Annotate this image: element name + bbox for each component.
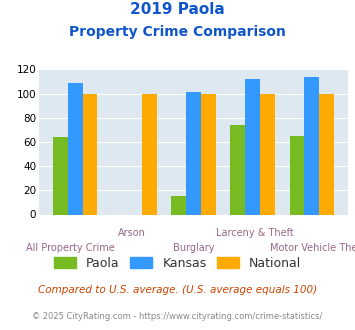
Text: Compared to U.S. average. (U.S. average equals 100): Compared to U.S. average. (U.S. average … <box>38 285 317 295</box>
Text: Arson: Arson <box>118 228 146 238</box>
Legend: Paola, Kansas, National: Paola, Kansas, National <box>49 252 306 275</box>
Bar <box>68 82 83 214</box>
Bar <box>230 125 245 214</box>
Text: 2019 Paola: 2019 Paola <box>130 2 225 16</box>
Text: All Property Crime: All Property Crime <box>26 243 114 252</box>
Text: Motor Vehicle Theft: Motor Vehicle Theft <box>270 243 355 252</box>
Text: Burglary: Burglary <box>173 243 214 252</box>
Bar <box>290 136 304 214</box>
Bar <box>171 196 186 214</box>
Bar <box>186 92 201 214</box>
Bar <box>260 93 275 214</box>
Bar <box>245 79 260 214</box>
Bar <box>304 77 319 215</box>
Bar <box>142 93 157 214</box>
Text: Larceny & Theft: Larceny & Theft <box>216 228 294 238</box>
Text: Property Crime Comparison: Property Crime Comparison <box>69 25 286 39</box>
Text: © 2025 CityRating.com - https://www.cityrating.com/crime-statistics/: © 2025 CityRating.com - https://www.city… <box>32 312 323 321</box>
Bar <box>201 93 215 214</box>
Bar <box>83 93 97 214</box>
Bar <box>319 93 334 214</box>
Bar <box>53 137 68 214</box>
